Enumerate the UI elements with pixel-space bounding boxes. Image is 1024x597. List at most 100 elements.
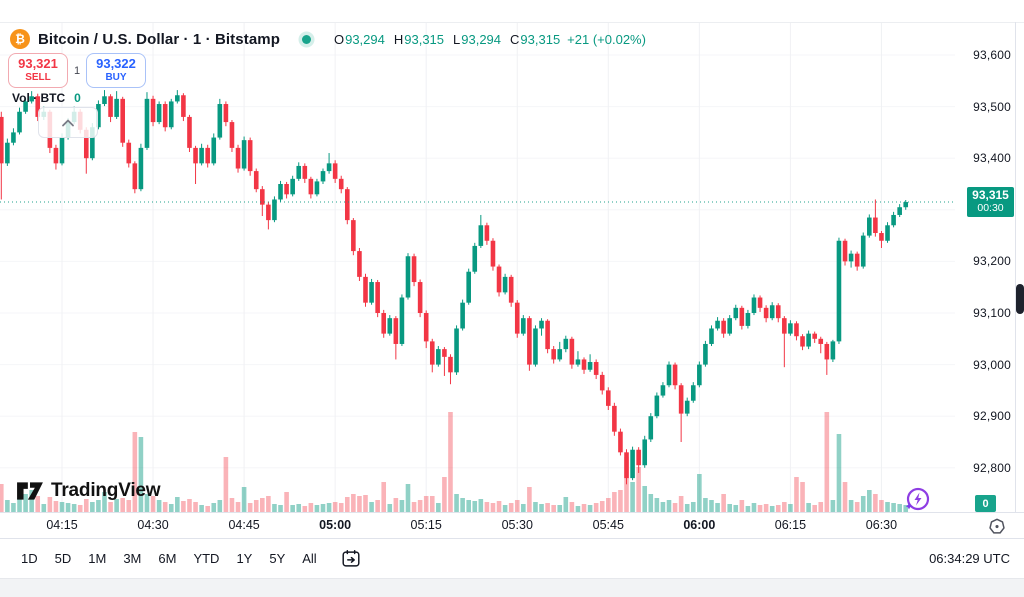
volume-bar [660,502,666,512]
candle-body [794,323,799,337]
go-to-date-icon[interactable] [340,548,362,570]
price-axis[interactable]: 93,315 00:30 0 93,600 93,500 93,400 93,200 9… [955,22,1024,538]
candle-body [618,431,623,453]
volume-bar [854,502,860,512]
footer-strip [0,578,1024,597]
candle-body [17,111,22,133]
volume-bar [897,504,902,512]
volume-bar [241,487,247,512]
volume-bar [393,498,399,512]
range-button-ytd[interactable]: YTD [193,551,220,566]
clock-utc[interactable]: 06:34:29 UTC [929,551,1010,566]
candle-body [527,318,532,365]
candle-body [502,276,508,293]
gear-icon[interactable] [986,516,1008,538]
range-button-1y[interactable]: 1Y [236,551,253,566]
volume-bar [551,505,556,512]
volume-bar [11,503,16,512]
volume-bar [539,504,544,512]
volume-bar [508,503,514,512]
right-drawer-handle[interactable] [1016,284,1024,314]
sell-button[interactable]: 93,321 SELL [8,53,68,88]
candle-body [818,338,824,344]
volume-bar [836,434,842,512]
candle-body [247,140,253,172]
candle-body [563,338,569,350]
candle-body [405,256,411,298]
volume-bar [375,500,380,512]
volume-bar [891,503,896,512]
volume-bar [320,504,326,512]
candle-body [648,416,654,440]
volume-bar [569,502,575,512]
candle-body [90,127,95,159]
price-tick: 93,200 [973,254,1011,269]
collapse-panel-button[interactable] [38,107,98,138]
candle-body [423,313,429,342]
time-tick-05-15: 05:15 [410,518,442,532]
volume-bar [47,497,53,512]
candle-body [448,356,453,373]
candle-body [466,271,471,303]
volume-bar [812,505,817,512]
candle-body [551,349,556,360]
volume-bar [108,502,113,512]
candle-body [678,385,684,414]
candle-body [757,297,763,308]
candle-body [782,318,787,334]
volume-bar [223,457,229,512]
time-axis[interactable]: 04:15 04:30 04:45 05:00 05:15 05:30 05:45 06:00… [0,512,1024,539]
volume-bar [344,497,350,512]
range-button-1d[interactable]: 1D [21,551,38,566]
candle-body [575,359,581,365]
range-button-5d[interactable]: 5D [54,551,72,566]
volume-bar [630,482,635,512]
candle-body [108,96,113,117]
volume-bar [533,502,538,512]
candle-body [521,318,526,334]
candle-body [314,181,320,195]
range-button-all[interactable]: All [302,551,317,566]
volume-bar [739,500,745,512]
tradingview-logo-icon [17,482,43,500]
candle-body [879,233,884,241]
volume-bar [466,500,471,512]
symbol-title[interactable]: Bitcoin / U.S. Dollar · 1 · Bitstamp [38,30,280,48]
volume-bar [763,504,769,512]
candle-body [569,338,575,365]
candle-body [241,140,247,169]
time-tick-06-15: 06:15 [774,518,807,532]
candle-body [296,165,302,179]
range-button-6m[interactable]: 6M [158,551,177,566]
candle-body [162,104,168,128]
market-status-icon[interactable] [301,34,311,44]
volume-bar [867,490,872,512]
volume-bar [794,477,799,512]
candle-body [612,405,617,432]
volume-bar [114,499,119,512]
volume-bar [90,502,95,512]
volume-bar [65,503,71,512]
price-tick: 92,900 [973,409,1011,424]
buy-button[interactable]: 93,322 BUY [86,53,146,88]
candle-body [96,104,101,128]
volume-bar [35,496,41,512]
time-tick-05-45: 05:45 [592,518,624,532]
candle-body [223,104,229,123]
volume-bar [873,494,878,512]
candle-body [175,95,180,102]
range-button-1m[interactable]: 1M [88,551,107,566]
close-value: 93,315 [520,31,561,47]
boost-lightning-icon[interactable] [902,486,932,516]
candle-body [290,178,295,195]
candle-body [472,245,478,272]
volume-bar [654,498,660,512]
candle-body [114,98,119,117]
price-tick: 92,800 [973,460,1011,475]
volume-bar [514,500,520,512]
candle-body [83,129,89,159]
range-button-5y[interactable]: 5Y [269,551,286,566]
range-button-3m[interactable]: 3M [123,551,142,566]
